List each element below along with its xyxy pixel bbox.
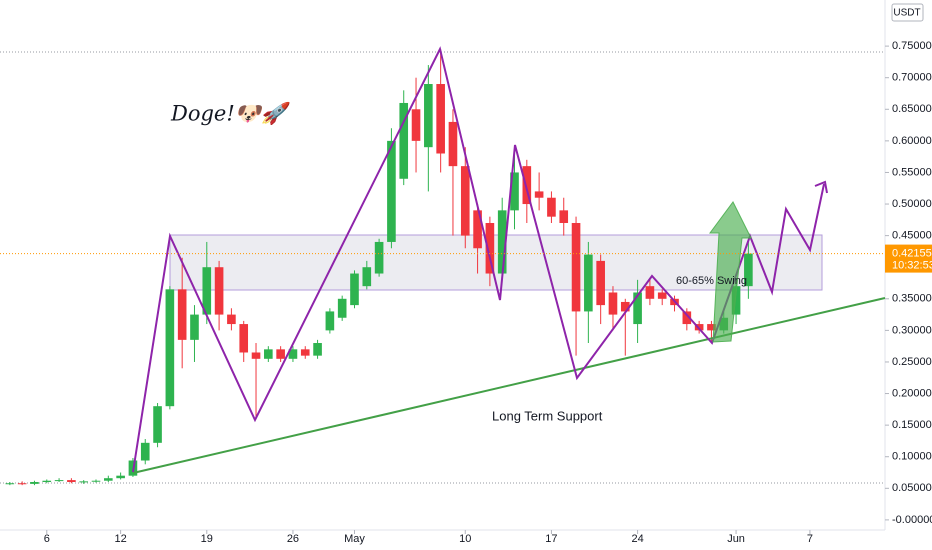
y-tick-label: 0.10000 <box>892 451 932 463</box>
y-tick-label: 0.75000 <box>892 40 932 52</box>
candle-body <box>165 289 175 407</box>
y-tick-label: 0.55000 <box>892 166 932 178</box>
candle-body <box>387 140 396 242</box>
x-tick-label: 10 <box>459 533 471 545</box>
candle-body <box>17 483 27 485</box>
candle-body <box>374 241 384 274</box>
candle-body <box>190 314 199 340</box>
candle-body <box>153 406 162 443</box>
candle-body <box>177 289 187 340</box>
y-tick-label: 0.35000 <box>892 293 932 305</box>
candle-body <box>448 121 458 167</box>
candle-body <box>411 109 421 141</box>
candle-body <box>30 481 39 484</box>
x-tick-label: 17 <box>545 533 557 545</box>
x-tick-label: 26 <box>287 533 299 545</box>
x-tick-label: 19 <box>201 533 213 545</box>
candle-body <box>682 311 692 325</box>
countdown: 10:32:53 <box>892 260 932 272</box>
candle-body <box>534 191 544 198</box>
candle-body <box>91 480 101 482</box>
candle-body <box>473 210 482 249</box>
candle-body <box>485 222 495 274</box>
candle-body <box>510 172 519 211</box>
x-tick-label: May <box>344 533 365 545</box>
candle-body <box>5 483 15 485</box>
candle-body <box>104 478 113 481</box>
candle-body <box>288 349 298 359</box>
candle-body <box>313 343 322 356</box>
candle-body <box>633 292 642 325</box>
candle-body <box>497 210 507 274</box>
candle-body <box>436 84 445 154</box>
candle-body <box>325 311 335 331</box>
candle-body <box>140 442 150 461</box>
x-tick-label: 12 <box>115 533 127 545</box>
y-tick-label: 0.45000 <box>892 230 932 242</box>
last-price-box <box>885 244 932 273</box>
currency-box <box>891 3 924 22</box>
candle-body <box>707 324 716 331</box>
candle-body <box>584 254 593 312</box>
candle-body <box>54 480 64 482</box>
y-tick-label: 0.70000 <box>892 72 932 84</box>
candle-body <box>362 267 372 287</box>
y-tick-label: 0.65000 <box>892 103 932 115</box>
candle-body <box>202 267 212 315</box>
candle-body <box>620 301 630 312</box>
zigzag-projection <box>132 46 825 473</box>
candle-body <box>399 102 409 179</box>
candle-body <box>214 267 224 315</box>
y-tick-label: 0.15000 <box>892 419 932 431</box>
x-tick-label: 7 <box>807 533 813 545</box>
annotation: Long Term Support <box>492 408 603 423</box>
candle-body <box>276 349 285 359</box>
candle-body <box>657 292 667 299</box>
candle-body <box>116 475 125 479</box>
candle-body <box>42 480 52 482</box>
candle-body <box>547 197 556 217</box>
candle-body <box>645 286 655 299</box>
candle-body <box>251 352 261 359</box>
candle-body <box>424 84 433 148</box>
annotation: 60-65% Swing <box>676 275 747 287</box>
candle-body <box>559 210 569 223</box>
candle-body <box>264 349 273 359</box>
x-tick-label: Jun <box>727 533 745 545</box>
currency: USDT <box>893 8 920 19</box>
candle-body <box>227 314 236 325</box>
candle-body <box>337 298 347 318</box>
candle-body <box>731 286 741 315</box>
candle-body <box>608 292 618 315</box>
y-tick-label: 0.05000 <box>892 482 932 494</box>
annotation: Doge!🐶🚀 <box>170 101 292 126</box>
x-tick-label: 6 <box>44 533 50 545</box>
zigzag-arrowhead <box>814 180 828 194</box>
candle-body <box>300 349 310 356</box>
swing-arrow <box>709 201 752 343</box>
candle-body <box>350 273 359 306</box>
candle-body <box>67 480 76 482</box>
y-tick-label: 0.50000 <box>892 198 932 210</box>
candle-body <box>239 324 249 353</box>
candle-body <box>460 166 470 236</box>
candle-body <box>571 222 581 312</box>
candle-body <box>744 253 753 287</box>
candle-body <box>596 260 605 306</box>
last-price-label: 0.42155 <box>892 248 932 260</box>
y-tick-label: 0.30000 <box>892 324 932 336</box>
x-tick-label: 24 <box>631 533 643 545</box>
y-tick-label: 0.20000 <box>892 387 932 399</box>
y-tick-label: 0.60000 <box>892 135 932 147</box>
support-trendline <box>132 297 886 474</box>
y-tick-label: -0.00000 <box>892 514 932 526</box>
candle-body <box>522 166 532 205</box>
candle-body <box>79 481 89 483</box>
y-tick-label: 0.25000 <box>892 356 932 368</box>
